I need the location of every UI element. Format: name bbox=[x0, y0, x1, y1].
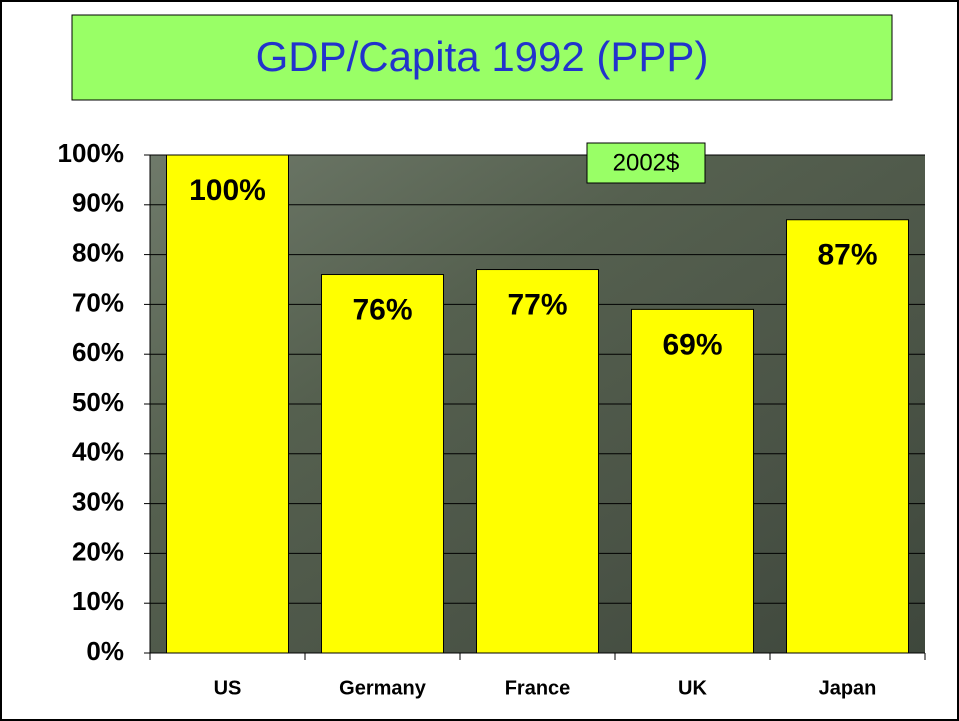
y-tick-label: 60% bbox=[72, 337, 124, 367]
chart-title: GDP/Capita 1992 (PPP) bbox=[256, 33, 709, 80]
y-tick-label: 10% bbox=[72, 586, 124, 616]
value-label: 87% bbox=[817, 239, 877, 272]
value-label: 77% bbox=[507, 288, 567, 321]
y-tick-label: 90% bbox=[72, 188, 124, 218]
x-tick-label: US bbox=[214, 677, 242, 699]
x-tick-label: UK bbox=[678, 677, 707, 699]
x-tick-label: France bbox=[505, 677, 571, 699]
bar bbox=[787, 220, 909, 653]
y-tick-label: 80% bbox=[72, 237, 124, 267]
y-tick-label: 20% bbox=[72, 536, 124, 566]
annotation: 2002$ bbox=[613, 149, 680, 176]
bar bbox=[477, 270, 599, 653]
y-tick-label: 50% bbox=[72, 387, 124, 417]
y-tick-label: 70% bbox=[72, 287, 124, 317]
x-tick-label: Germany bbox=[339, 677, 427, 699]
value-label: 76% bbox=[352, 293, 412, 326]
y-tick-label: 40% bbox=[72, 437, 124, 467]
bar bbox=[167, 155, 289, 653]
value-label: 100% bbox=[189, 174, 266, 207]
value-label: 69% bbox=[662, 328, 722, 361]
x-tick-label: Japan bbox=[819, 677, 877, 699]
y-tick-label: 100% bbox=[58, 138, 125, 168]
y-tick-label: 30% bbox=[72, 486, 124, 516]
chart: GDP/Capita 1992 (PPP) 2002$ 0% 10% 20% 30% 4… bbox=[0, 0, 959, 721]
y-tick-label: 0% bbox=[86, 636, 124, 666]
bar bbox=[322, 275, 444, 653]
